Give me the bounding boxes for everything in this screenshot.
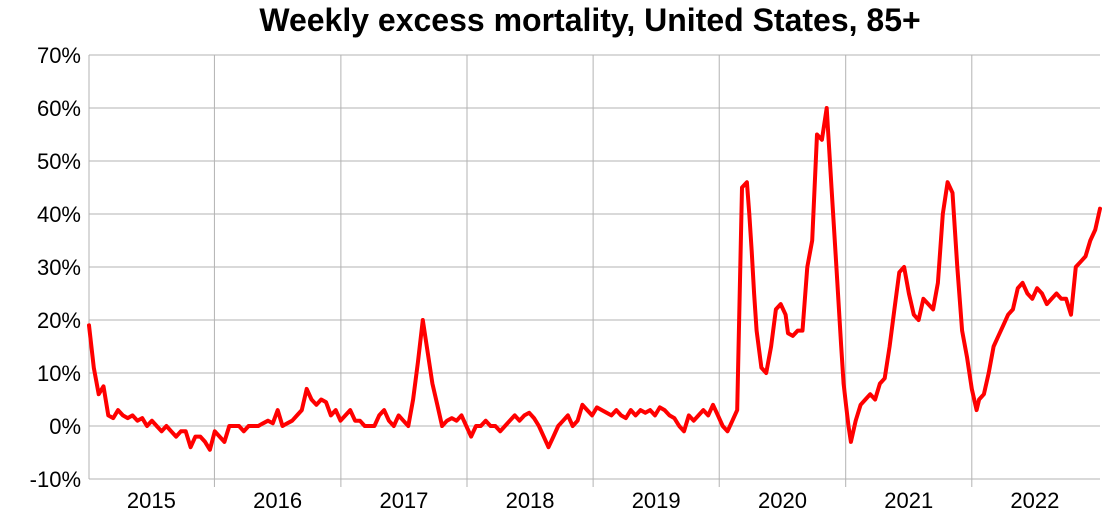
y-tick-label: 10% — [37, 361, 81, 386]
grid-layer — [88, 54, 1100, 487]
y-tick-label: -10% — [30, 467, 81, 492]
x-tick-label: 2016 — [253, 488, 302, 513]
x-tick-label: 2020 — [758, 488, 807, 513]
chart-title: Weekly excess mortality, United States, … — [259, 2, 920, 38]
y-tick-label: 40% — [37, 202, 81, 227]
y-tick-label: 60% — [37, 96, 81, 121]
series-layer — [87, 106, 1102, 452]
x-tick-label: 2017 — [379, 488, 428, 513]
x-tick-label: 2019 — [632, 488, 681, 513]
y-tick-label: 0% — [49, 414, 81, 439]
x-tick-label: 2022 — [1010, 488, 1059, 513]
y-tick-label: 70% — [37, 43, 81, 68]
tick-labels: -10% 0% 10% 20% 30% 40% 50% 60% 70% 2015 2016 2017 2… — [30, 43, 1060, 513]
x-tick-label: 2015 — [127, 488, 176, 513]
x-tick-label: 2021 — [884, 488, 933, 513]
series-line — [87, 106, 1102, 452]
y-tick-label: 50% — [37, 149, 81, 174]
y-tick-label: 20% — [37, 308, 81, 333]
y-tick-label: 30% — [37, 255, 81, 280]
x-tick-label: 2018 — [506, 488, 555, 513]
